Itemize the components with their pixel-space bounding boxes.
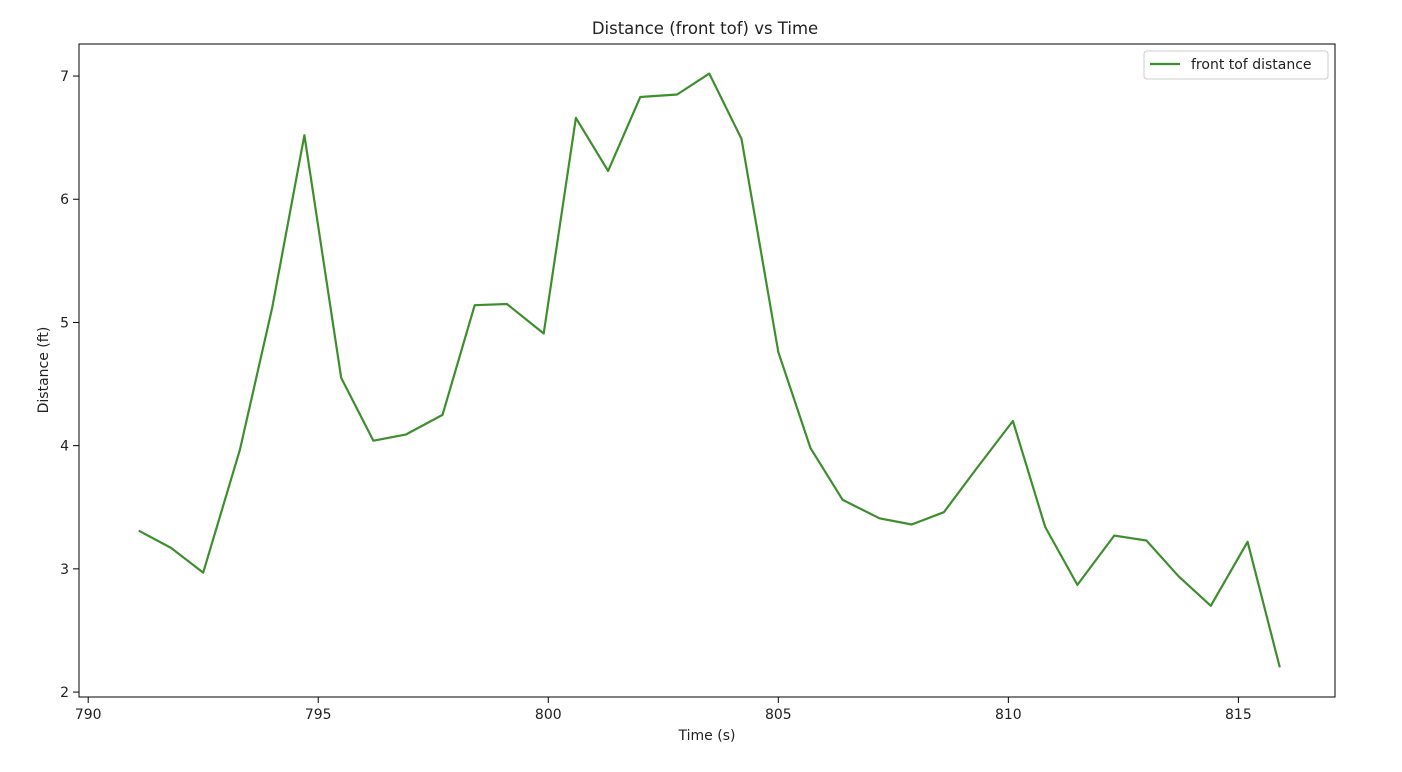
x-axis-title: Time (s) [678, 728, 736, 744]
x-tick-label: 815 [1225, 707, 1252, 723]
x-axis: 790 795 800 805 810 815 [75, 697, 1252, 723]
x-tick-label: 800 [535, 707, 562, 723]
x-tick-label: 805 [765, 707, 792, 723]
legend: front tof distance [1143, 50, 1329, 80]
y-axis: 2 3 4 5 6 7 [60, 69, 79, 701]
y-tick-label: 2 [60, 685, 69, 701]
legend-frame [1143, 50, 1329, 80]
plot-area [78, 43, 1336, 698]
x-tick-label: 790 [75, 707, 102, 723]
series-line-front-tof-distance [138, 72, 1281, 668]
y-tick-label: 4 [60, 439, 69, 455]
chart-title: Distance (front tof) vs Time [592, 19, 818, 38]
plot-frame [78, 43, 1336, 698]
x-tick-label: 810 [995, 707, 1022, 723]
y-tick-label: 6 [60, 192, 69, 208]
x-tick-label: 795 [305, 707, 332, 723]
y-tick-label: 5 [60, 315, 69, 331]
y-axis-title: Distance (ft) [36, 327, 52, 414]
y-tick-label: 7 [60, 69, 69, 85]
y-tick-label: 3 [60, 562, 69, 578]
legend-label: front tof distance [1191, 57, 1312, 73]
